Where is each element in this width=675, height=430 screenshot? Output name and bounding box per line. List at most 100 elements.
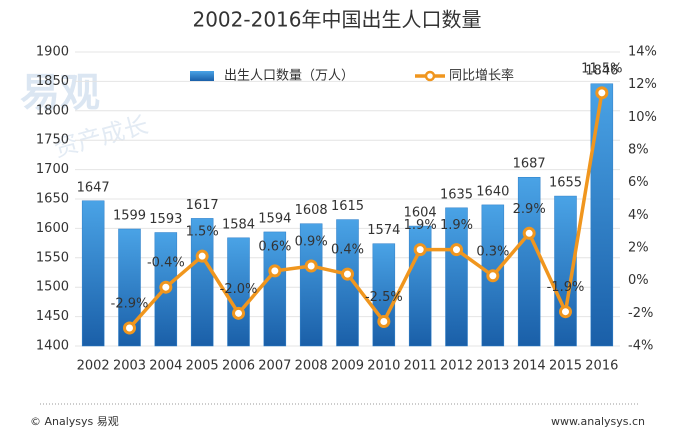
y2-tick-label: 6% [628,175,649,190]
line-value-label: 2.9% [513,202,546,217]
line-value-label: -2.9% [111,297,149,312]
bar [408,225,432,347]
bar [190,218,214,347]
bar [81,200,105,347]
y-tick-label: 1550 [36,250,69,265]
line-point [232,306,245,320]
line-value-label: -2.5% [365,290,403,305]
line-point [195,249,209,263]
y-tick-label: 1650 [36,192,69,207]
line-value-label: 11.5% [581,61,622,76]
bar-value-label: 1593 [149,212,182,227]
x-tick-label: 2003 [113,359,146,374]
y-tick-label: 1400 [36,339,69,354]
y2-tick-label: 12% [628,77,657,92]
legend-swatch [190,71,214,81]
y-tick-label: 1800 [36,103,69,118]
x-tick-label: 2014 [513,359,546,374]
x-tick-label: 2015 [549,359,582,374]
x-tick-label: 2002 [77,359,110,374]
y-tick-label: 1700 [36,162,69,177]
line-point [522,226,536,240]
y2-tick-label: 4% [628,208,649,223]
bar [299,223,323,347]
y-tick-label: 1850 [36,74,69,89]
line-value-label: -0.4% [147,256,185,271]
x-tick-label: 2008 [295,359,328,374]
line-value-label: -1.9% [547,280,585,295]
bar-value-label: 1584 [222,217,255,232]
x-tick-label: 2007 [258,359,291,374]
y-tick-label: 1750 [36,133,69,148]
bar [590,83,614,347]
line [128,92,604,330]
legend-label: 出生人口数量（万人） [224,69,354,84]
bar-value-label: 1617 [186,198,219,213]
line-point [486,269,500,283]
x-tick-label: 2005 [186,359,219,374]
line-point [159,280,173,294]
line-value-label: 1.5% [186,225,219,240]
bar-value-label: 1635 [440,187,473,202]
line-point [123,321,136,335]
x-tick-label: 2004 [149,359,182,374]
y2-tick-label: 8% [628,143,649,158]
x-tick-label: 2012 [440,359,473,374]
y2-tick-label: 10% [628,110,657,125]
x-tick-label: 2016 [585,359,618,374]
chart-title: 2002-2016年中国出生人口数量 [192,8,481,32]
line-value-label: 0.3% [476,244,509,259]
y2-tick-label: 0% [628,273,649,288]
legend-swatch [424,70,436,82]
line-value-label: 1.9% [440,218,473,233]
line-value-label: -2.0% [220,282,258,297]
bar [118,228,141,347]
line-point [595,86,609,100]
y2-tick-label: 2% [628,241,649,256]
bar-value-label: 1615 [331,199,364,214]
bar-value-label: 1640 [476,184,509,199]
line-point [559,305,572,319]
x-tick-label: 2013 [476,359,509,374]
watermark: 易观 [20,70,100,116]
bar [336,219,359,347]
line-point [341,267,354,281]
bar-value-label: 1608 [295,203,328,218]
footer-right: www.analysys.cn [551,415,645,428]
bar-value-label: 1599 [113,208,146,223]
line-value-label: 0.4% [331,243,364,258]
line-point [268,264,282,278]
x-tick-label: 2006 [222,359,255,374]
y2-tick-label: 14% [628,45,657,60]
y-tick-label: 1600 [36,221,69,236]
bar [445,207,468,347]
bar-value-label: 1687 [513,157,546,172]
line-value-label: 0.9% [295,234,328,249]
y-tick-label: 1500 [36,280,69,295]
bar [517,176,541,347]
line-point [304,259,318,273]
bar-value-label: 1655 [549,176,582,191]
y-tick-label: 1900 [36,45,69,60]
bar [227,237,250,347]
x-tick-label: 2010 [367,359,400,374]
line-point [413,243,427,257]
footer-left: © Analysys 易观 [30,415,119,428]
y-tick-label: 1450 [36,309,69,324]
bar-value-label: 1574 [367,223,400,238]
bar [263,231,287,347]
line-value-label: 0.6% [258,239,291,254]
legend-label: 同比增长率 [449,68,514,84]
bar-value-label: 1594 [258,211,291,226]
bar-value-label: 1604 [404,206,437,221]
line-point [450,243,463,257]
y2-tick-label: -4% [628,339,653,354]
bar-value-label: 1846 [585,63,618,78]
bar-value-label: 1647 [77,180,110,195]
x-tick-label: 2011 [404,359,437,374]
line-value-label: 1.9% [404,218,437,233]
y2-tick-label: -2% [628,306,653,321]
line-point [377,315,391,328]
x-tick-label: 2009 [331,359,364,374]
